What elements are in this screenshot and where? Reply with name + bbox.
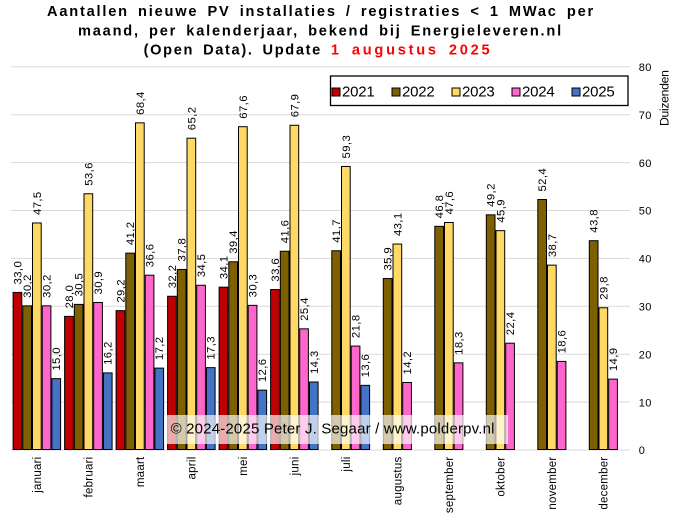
svg-text:17,3: 17,3: [206, 336, 218, 360]
svg-text:10: 10: [639, 397, 652, 409]
svg-text:41,2: 41,2: [125, 222, 137, 246]
svg-text:41,6: 41,6: [280, 220, 292, 244]
svg-text:50: 50: [639, 206, 652, 218]
svg-text:2022: 2022: [402, 84, 435, 101]
svg-text:© 2024-2025 Peter J. Segaar /: © 2024-2025 Peter J. Segaar / www.polder…: [171, 420, 495, 437]
svg-text:35,9: 35,9: [383, 247, 395, 271]
svg-text:30,2: 30,2: [22, 274, 34, 298]
svg-text:februari: februari: [83, 457, 95, 498]
svg-text:38,7: 38,7: [547, 234, 559, 258]
svg-text:67,6: 67,6: [238, 95, 250, 119]
svg-text:augustus: augustus: [392, 457, 404, 506]
svg-text:april: april: [186, 457, 198, 480]
svg-text:14,2: 14,2: [402, 351, 414, 375]
svg-text:20: 20: [639, 349, 652, 361]
svg-text:29,2: 29,2: [115, 279, 127, 303]
svg-text:34,5: 34,5: [196, 254, 208, 278]
svg-text:33,6: 33,6: [270, 258, 282, 282]
svg-text:53,6: 53,6: [83, 162, 95, 186]
svg-text:36,6: 36,6: [145, 244, 157, 268]
svg-text:juli: juli: [341, 457, 353, 473]
svg-text:52,4: 52,4: [537, 168, 549, 192]
svg-text:39,4: 39,4: [228, 230, 240, 254]
svg-text:16,2: 16,2: [103, 341, 115, 365]
svg-text:18,3: 18,3: [454, 331, 466, 355]
svg-text:13,6: 13,6: [360, 354, 372, 378]
svg-text:47,5: 47,5: [32, 191, 44, 215]
svg-text:45,9: 45,9: [495, 199, 507, 223]
svg-text:70: 70: [639, 110, 652, 122]
svg-text:43,8: 43,8: [589, 209, 601, 233]
svg-text:september: september: [444, 457, 456, 514]
svg-text:12,6: 12,6: [257, 359, 269, 383]
svg-text:49,2: 49,2: [486, 183, 498, 207]
svg-text:0: 0: [639, 445, 645, 457]
svg-text:maand, per kalenderjaar, beken: maand, per kalenderjaar, bekend bij Ener…: [78, 23, 563, 39]
svg-text:43,1: 43,1: [392, 212, 404, 236]
svg-text:29,8: 29,8: [598, 276, 610, 300]
svg-text:34,1: 34,1: [218, 256, 230, 280]
svg-text:80: 80: [639, 62, 652, 74]
svg-text:25,4: 25,4: [299, 297, 311, 321]
svg-text:18,6: 18,6: [557, 330, 569, 354]
svg-text:maart: maart: [135, 456, 147, 487]
svg-text:30,5: 30,5: [74, 273, 86, 297]
svg-text:Duizenden: Duizenden: [658, 70, 672, 126]
svg-text:mei: mei: [238, 457, 250, 476]
svg-text:46,8: 46,8: [434, 195, 446, 219]
svg-text:2024: 2024: [522, 84, 555, 101]
svg-text:67,9: 67,9: [289, 94, 301, 118]
svg-text:2023: 2023: [462, 84, 495, 101]
svg-text:januari: januari: [32, 457, 44, 494]
svg-text:30: 30: [639, 302, 652, 314]
svg-text:december: december: [598, 457, 610, 510]
svg-text:2021: 2021: [342, 84, 375, 101]
svg-text:Aantallen nieuwe PV installati: Aantallen nieuwe PV installaties / regis…: [47, 4, 595, 20]
svg-text:59,3: 59,3: [341, 135, 353, 159]
svg-text:41,7: 41,7: [331, 219, 343, 243]
svg-text:30,9: 30,9: [93, 271, 105, 295]
svg-text:22,4: 22,4: [505, 312, 517, 336]
svg-text:2025: 2025: [582, 84, 615, 101]
svg-text:60: 60: [639, 158, 652, 170]
svg-text:37,8: 37,8: [177, 238, 189, 262]
svg-text:oktober: oktober: [495, 457, 507, 497]
svg-text:15,0: 15,0: [51, 347, 63, 371]
svg-text:juni: juni: [289, 457, 301, 477]
svg-text:30,3: 30,3: [248, 274, 260, 298]
svg-text:14,3: 14,3: [309, 350, 321, 374]
svg-text:november: november: [547, 457, 559, 510]
svg-text:32,2: 32,2: [167, 265, 179, 289]
svg-text:33,0: 33,0: [12, 261, 24, 285]
svg-text:14,9: 14,9: [608, 348, 620, 372]
svg-text:28,0: 28,0: [64, 285, 76, 309]
svg-text:21,8: 21,8: [351, 314, 363, 338]
svg-text:17,2: 17,2: [154, 337, 166, 361]
svg-text:30,2: 30,2: [42, 274, 54, 298]
svg-text:(Open Data). Update 1 augustus: (Open Data). Update 1 augustus 2025: [144, 42, 493, 58]
svg-text:47,6: 47,6: [444, 191, 456, 215]
svg-text:68,4: 68,4: [135, 91, 147, 115]
svg-text:40: 40: [639, 254, 652, 266]
svg-text:65,2: 65,2: [186, 107, 198, 131]
